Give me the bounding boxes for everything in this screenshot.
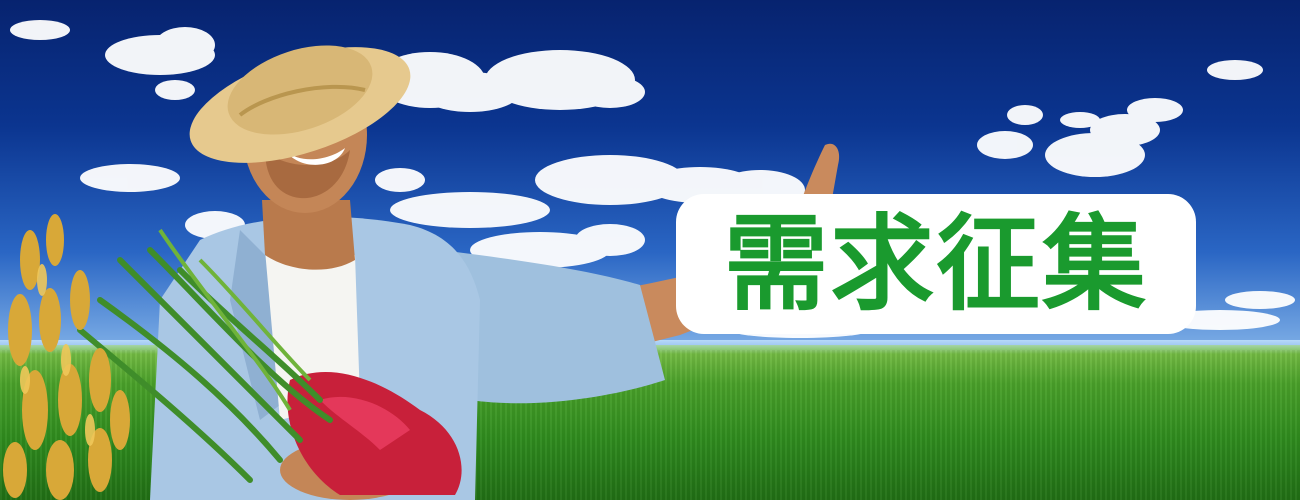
headline-plate: 需求征集 xyxy=(676,194,1196,334)
headline-text: 需求征集 xyxy=(723,203,1148,325)
